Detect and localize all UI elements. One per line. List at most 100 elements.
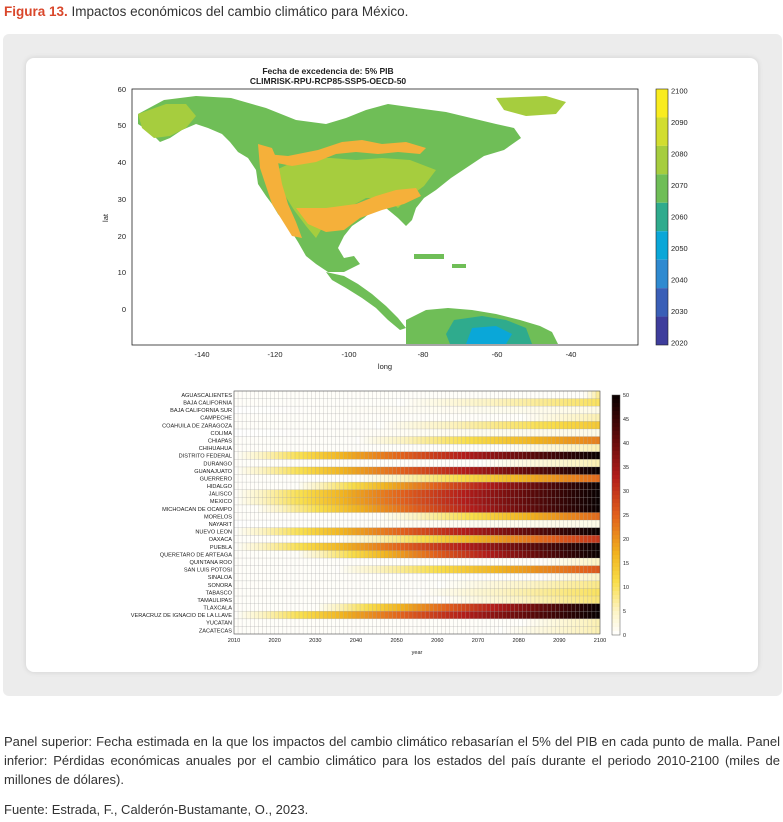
- heatmap-cell: [433, 504, 438, 513]
- heatmap-cell: [579, 520, 584, 528]
- heatmap-cell: [356, 489, 361, 498]
- heatmap-cell: [421, 535, 426, 543]
- heatmap-cell: [380, 504, 385, 513]
- heatmap-cell: [400, 406, 405, 414]
- heatmap-cell: [559, 527, 564, 536]
- heatmap-cell: [510, 474, 515, 483]
- heatmap-cell: [437, 565, 442, 574]
- heatmap-cell: [347, 565, 352, 574]
- heatmap-cell: [360, 482, 365, 490]
- heatmap-cell: [270, 618, 275, 627]
- heatmap-cell: [583, 520, 588, 528]
- heatmap-cell: [343, 603, 348, 612]
- heatmap-cell: [571, 618, 576, 627]
- heatmap-cell: [469, 611, 474, 619]
- heatmap-cell: [445, 603, 450, 612]
- heatmap-cell: [258, 558, 263, 566]
- heatmap-cell: [567, 527, 572, 536]
- heatmap-cell: [246, 474, 251, 483]
- heatmap-cell: [404, 436, 409, 445]
- heatmap-cell: [282, 542, 287, 551]
- heatmap-cell: [372, 596, 377, 604]
- heatmap-cell: [384, 489, 389, 498]
- heatmap-cell: [453, 542, 458, 551]
- heatmap-cell: [563, 527, 568, 536]
- heatmap-cell: [543, 489, 548, 498]
- heatmap-cell: [486, 391, 491, 399]
- heatmap-cell: [364, 482, 369, 490]
- heatmap-cell: [327, 489, 332, 498]
- heatmap-cell: [506, 550, 511, 559]
- heatmap-cell: [555, 451, 560, 460]
- heatmap-cell: [522, 391, 527, 399]
- heatmap-cell: [384, 451, 389, 460]
- heatmap-cell: [595, 466, 601, 475]
- map-y-tick: 40: [118, 158, 126, 167]
- heatmap-cell: [449, 451, 454, 460]
- heatmap-cell: [494, 611, 499, 619]
- heatmap-cell: [258, 550, 263, 559]
- heatmap-cell: [518, 512, 523, 521]
- heatmap-cell: [543, 451, 548, 460]
- heatmap-cell: [473, 436, 479, 445]
- heatmap-cell: [307, 421, 312, 430]
- heatmap-cell: [262, 482, 267, 490]
- heatmap-cell: [364, 512, 369, 521]
- heatmap-cell: [254, 421, 259, 430]
- heatmap-cell: [278, 603, 283, 612]
- heatmap-cell: [539, 520, 544, 528]
- heatmap-cell: [567, 588, 572, 597]
- heatmap-cell: [437, 542, 442, 551]
- heatmap-cell: [498, 406, 503, 414]
- heatmap-cell: [551, 413, 556, 422]
- heatmap-cell: [473, 504, 479, 513]
- heatmap-cell: [270, 580, 275, 589]
- heatmap-cell: [559, 451, 564, 460]
- heatmap-cell: [319, 542, 324, 551]
- heatmap-cell: [356, 542, 361, 551]
- heatmap-cell: [490, 542, 495, 551]
- heatmap-cell: [303, 497, 308, 505]
- heatmap-cell: [506, 542, 511, 551]
- heatmap-cell: [473, 459, 479, 467]
- heatmap-cell: [238, 444, 243, 452]
- heatmap-cell: [372, 520, 377, 528]
- heatmap-cell: [587, 565, 592, 574]
- heatmap-cell: [587, 474, 592, 483]
- heatmap-cell: [453, 565, 458, 574]
- heatmap-cell: [457, 573, 462, 581]
- heatmap-cell: [372, 611, 377, 619]
- heatmap-cell: [575, 550, 580, 559]
- heatmap-cell: [563, 603, 568, 612]
- heatmap-cell: [473, 588, 479, 597]
- heatmap-cell: [372, 535, 377, 543]
- heatmap-cell: [534, 596, 540, 604]
- heatmap-cell: [242, 580, 247, 589]
- heatmap-cell: [571, 391, 576, 399]
- heatmap-cell: [539, 413, 544, 422]
- heatmap-cell: [356, 573, 361, 581]
- figure-svg: Fecha de excedencia de: 5% PIB CLIMRISK-…: [101, 66, 688, 656]
- heatmap-cell: [339, 512, 344, 521]
- heatmap-cell: [494, 618, 499, 627]
- map-y-label: lat: [101, 213, 110, 222]
- heatmap-cell: [315, 504, 320, 513]
- heatmap-cell: [331, 391, 336, 399]
- heatmap-cell: [299, 466, 304, 475]
- heatmap-cell: [360, 504, 365, 513]
- heatmap-cell: [408, 512, 413, 521]
- heatmap-cell: [360, 391, 365, 399]
- heatmap-cell: [421, 520, 426, 528]
- heatmap-cell: [295, 391, 300, 399]
- heatmap-cell: [290, 580, 296, 589]
- heatmap-cell: [551, 512, 556, 521]
- heatmap-cell: [307, 451, 312, 460]
- heatmap-cell: [351, 558, 357, 566]
- heatmap-cell: [421, 451, 426, 460]
- heatmap-cell: [262, 451, 267, 460]
- heatmap-cell: [478, 535, 483, 543]
- heatmap-cell: [392, 428, 397, 437]
- heatmap-cell: [587, 596, 592, 604]
- heatmap-cell: [421, 580, 426, 589]
- heatmap-cell: [392, 391, 397, 399]
